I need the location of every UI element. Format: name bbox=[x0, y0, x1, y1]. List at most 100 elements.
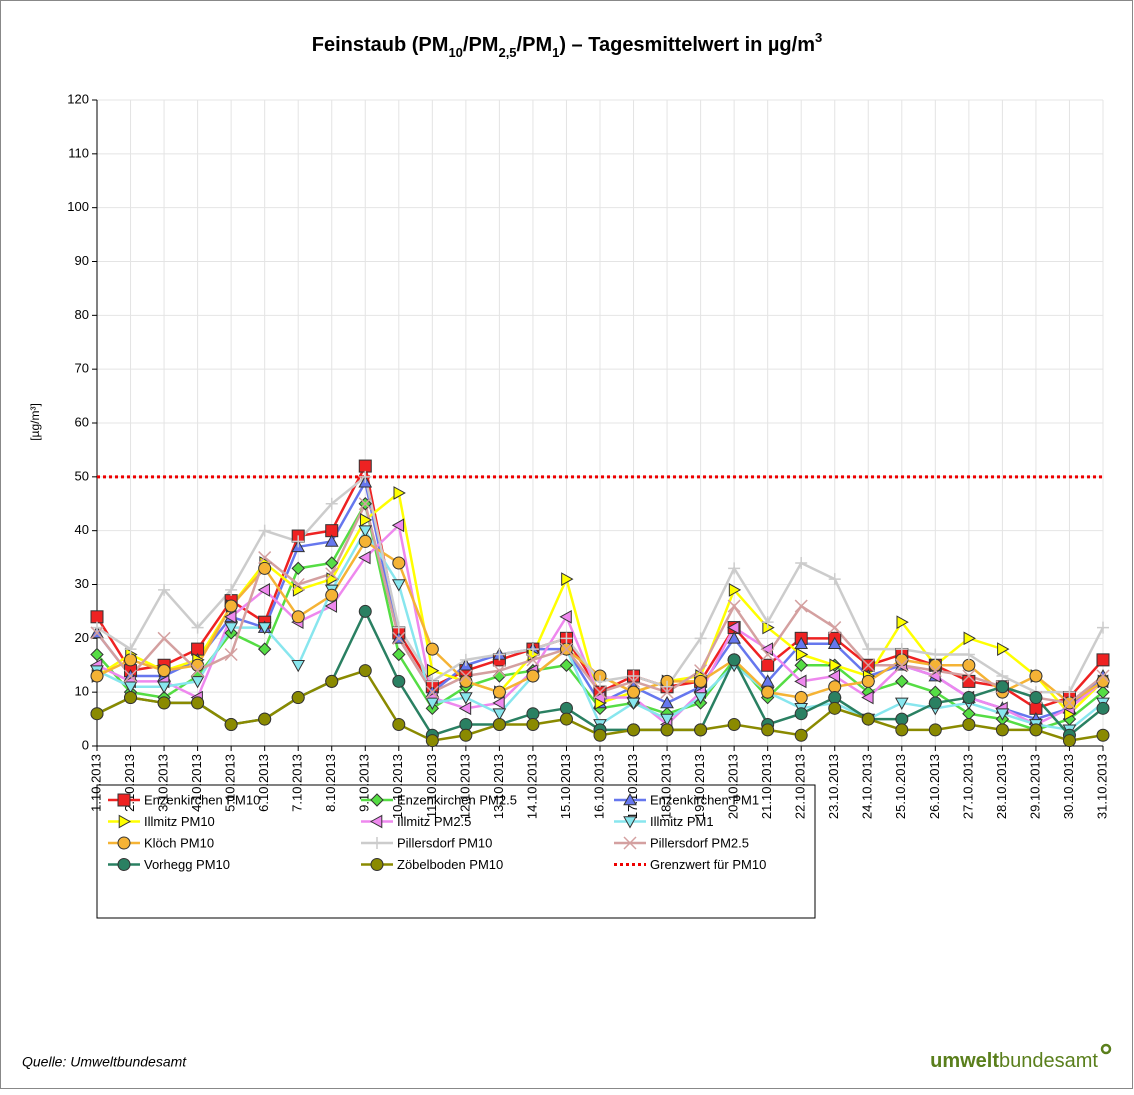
marker bbox=[124, 643, 137, 656]
marker bbox=[794, 674, 807, 689]
marker bbox=[358, 497, 372, 511]
marker bbox=[561, 572, 574, 586]
marker bbox=[593, 685, 607, 699]
x-tick-label: 14.10.2013 bbox=[524, 754, 539, 819]
marker bbox=[895, 658, 909, 672]
marker bbox=[928, 696, 942, 710]
marker bbox=[459, 674, 473, 688]
marker bbox=[425, 697, 440, 710]
marker bbox=[359, 513, 373, 527]
marker bbox=[258, 561, 272, 575]
x-tick-label: 25.10.2013 bbox=[893, 754, 908, 819]
x-tick-label: 30.10.2013 bbox=[1061, 754, 1076, 819]
marker bbox=[862, 643, 875, 656]
legend-marker bbox=[117, 858, 131, 871]
marker bbox=[827, 669, 841, 683]
legend-label: Zöbelboden PM10 bbox=[397, 857, 503, 872]
legend-marker bbox=[623, 816, 637, 829]
marker bbox=[928, 664, 942, 678]
x-tick-label: 12.10.2013 bbox=[457, 754, 472, 819]
marker bbox=[728, 583, 742, 597]
marker bbox=[761, 685, 775, 699]
title-part: 3 bbox=[815, 30, 822, 45]
marker bbox=[1096, 701, 1110, 715]
title-part: 10 bbox=[448, 45, 462, 60]
marker bbox=[861, 674, 875, 688]
marker bbox=[257, 622, 272, 635]
marker bbox=[559, 658, 574, 672]
marker bbox=[761, 616, 774, 629]
x-tick-label: 27.10.2013 bbox=[960, 754, 975, 819]
marker bbox=[427, 663, 440, 678]
x-tick-label: 23.10.2013 bbox=[826, 754, 841, 819]
marker bbox=[90, 647, 104, 662]
marker bbox=[358, 459, 372, 473]
y-tick-label: 20 bbox=[75, 630, 89, 645]
x-tick-label: 9.10.2013 bbox=[357, 754, 372, 812]
marker bbox=[895, 674, 909, 689]
marker bbox=[794, 728, 808, 742]
marker bbox=[795, 647, 809, 662]
title-part: ) – Tagesmittelwert in µg/m bbox=[559, 34, 815, 56]
marker bbox=[1029, 723, 1043, 737]
y-tick-label: 110 bbox=[68, 145, 89, 160]
marker bbox=[962, 669, 976, 683]
marker bbox=[1097, 621, 1109, 634]
marker bbox=[727, 653, 741, 667]
marker bbox=[358, 664, 372, 678]
marker bbox=[258, 524, 271, 537]
marker bbox=[526, 669, 540, 683]
marker bbox=[224, 717, 238, 731]
y-tick-label: 70 bbox=[75, 361, 89, 376]
marker bbox=[90, 610, 104, 624]
marker bbox=[492, 696, 505, 710]
x-tick-label: 20.10.2013 bbox=[726, 754, 741, 819]
y-tick-label: 80 bbox=[75, 307, 89, 322]
y-tick-label: 120 bbox=[67, 91, 89, 106]
x-tick-label: 15.10.2013 bbox=[558, 754, 573, 819]
marker bbox=[459, 717, 473, 731]
marker bbox=[594, 675, 606, 688]
marker bbox=[995, 708, 1010, 721]
title-part: 1 bbox=[552, 45, 559, 60]
legend-label: Pillersdorf PM2.5 bbox=[650, 835, 749, 850]
title-part: /PM bbox=[517, 34, 553, 56]
legend-label: Illmitz PM10 bbox=[144, 814, 215, 829]
legend-label: Pillersdorf PM10 bbox=[397, 835, 492, 850]
legend-marker bbox=[623, 792, 637, 806]
marker bbox=[1062, 696, 1077, 710]
y-tick-label: 30 bbox=[75, 576, 89, 591]
marker bbox=[291, 561, 305, 576]
marker bbox=[459, 728, 473, 742]
y-tick-label: 90 bbox=[75, 253, 89, 268]
marker bbox=[90, 669, 104, 683]
marker bbox=[1029, 669, 1043, 683]
marker bbox=[861, 690, 874, 705]
x-tick-label: 1.10.2013 bbox=[88, 754, 103, 812]
marker bbox=[963, 631, 976, 646]
marker bbox=[895, 712, 909, 726]
x-tick-label: 7.10.2013 bbox=[290, 754, 305, 812]
y-axis-label: [µg/m³] bbox=[28, 403, 42, 441]
marker bbox=[291, 691, 305, 705]
marker bbox=[224, 622, 238, 635]
logo-part: bundesamt bbox=[999, 1050, 1098, 1072]
marker bbox=[895, 723, 909, 737]
marker bbox=[727, 620, 740, 635]
x-tick-label: 29.10.2013 bbox=[1027, 754, 1042, 819]
marker bbox=[1096, 728, 1110, 742]
y-tick-label: 10 bbox=[75, 684, 89, 699]
marker bbox=[728, 562, 741, 575]
marker bbox=[358, 534, 372, 548]
marker bbox=[660, 685, 674, 699]
marker bbox=[660, 695, 674, 709]
marker bbox=[928, 723, 942, 737]
marker bbox=[995, 723, 1009, 737]
marker bbox=[325, 674, 339, 688]
marker bbox=[861, 658, 875, 672]
marker bbox=[694, 632, 707, 645]
marker bbox=[526, 717, 540, 731]
marker bbox=[895, 653, 909, 667]
marker bbox=[526, 653, 540, 667]
marker bbox=[459, 692, 473, 705]
